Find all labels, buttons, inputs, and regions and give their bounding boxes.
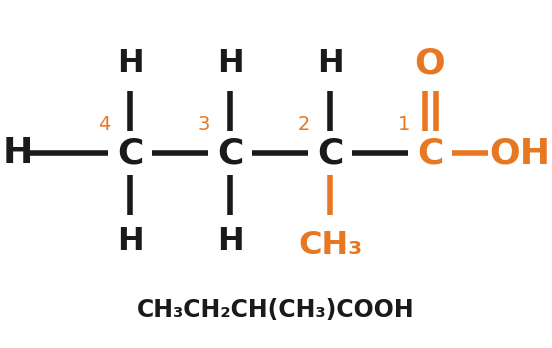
Text: H: H	[116, 48, 144, 79]
Text: 4: 4	[98, 116, 110, 134]
Text: OH: OH	[490, 136, 550, 170]
Text: CH₃CH₂CH(CH₃)COOH: CH₃CH₂CH(CH₃)COOH	[137, 298, 415, 322]
Text: CH₃: CH₃	[298, 229, 362, 261]
Text: C: C	[217, 136, 243, 170]
Text: H: H	[216, 48, 243, 79]
Text: C: C	[317, 136, 343, 170]
Text: H: H	[116, 227, 144, 258]
Text: 1: 1	[398, 116, 410, 134]
Text: C: C	[117, 136, 143, 170]
Text: H: H	[317, 48, 343, 79]
Text: 2: 2	[298, 116, 310, 134]
Text: H: H	[3, 136, 33, 170]
Text: 3: 3	[198, 116, 210, 134]
Text: H: H	[216, 227, 243, 258]
Text: C: C	[417, 136, 443, 170]
Text: O: O	[415, 47, 445, 81]
